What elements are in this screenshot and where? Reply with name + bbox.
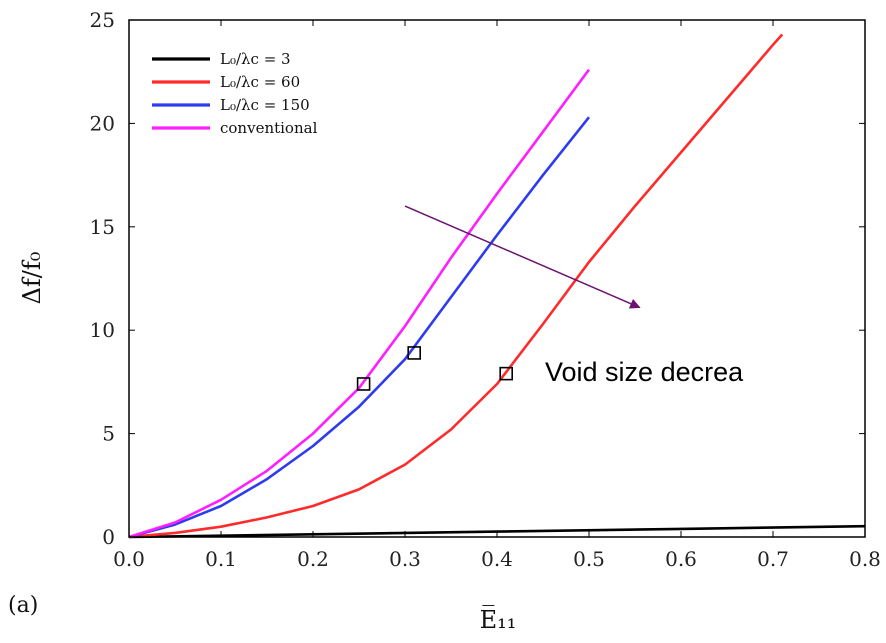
y-axis-title: Δf/f₀: [18, 252, 46, 305]
x-tick-label: 0.3: [389, 547, 421, 571]
square-marker-3: [356, 377, 371, 391]
x-tick-label: 0.2: [297, 547, 329, 571]
x-axis: 0.0 0.1 0.2 0.3 0.4 0.5 0.6 0.7 0.8: [113, 20, 881, 571]
legend: L₀/λc = 3 L₀/λc = 60 L₀/λc = 150 convention…: [152, 50, 318, 137]
series-line-1: [128, 33, 784, 539]
legend-label-3: conventional: [220, 119, 318, 137]
x-tick-label: 0.5: [573, 547, 605, 571]
annotation-text: Void size decrea: [545, 357, 744, 387]
square-marker-2: [407, 346, 422, 360]
series-line-2: [128, 116, 591, 539]
y-axis: 0 5 10 15 20 25: [90, 8, 865, 549]
y-tick-label: 15: [90, 215, 115, 239]
square-marker-1: [499, 366, 514, 381]
y-tick-label: 0: [102, 525, 115, 549]
plot-markers: [356, 346, 514, 391]
annotation-arrow: [404, 205, 641, 309]
annotation: Void size decrea: [404, 205, 744, 387]
legend-label-2: L₀/λc = 150: [220, 96, 310, 114]
y-tick-label: 10: [90, 318, 115, 342]
x-tick-label: 0.7: [757, 547, 789, 571]
panel-label: (a): [8, 593, 38, 618]
x-tick-label: 0.0: [113, 547, 145, 571]
series-line-3: [128, 68, 591, 539]
legend-label-1: L₀/λc = 60: [220, 73, 300, 91]
y-tick-label: 20: [90, 111, 115, 135]
x-tick-label: 0.6: [665, 547, 697, 571]
legend-label-0: L₀/λc = 3: [220, 50, 291, 68]
y-tick-label: 5: [102, 422, 115, 446]
x-tick-label: 0.1: [205, 547, 237, 571]
x-axis-title: E̅₁₁: [480, 606, 517, 634]
x-tick-label: 0.8: [849, 547, 881, 571]
x-tick-label: 0.4: [481, 547, 513, 571]
y-tick-label: 25: [90, 8, 115, 32]
